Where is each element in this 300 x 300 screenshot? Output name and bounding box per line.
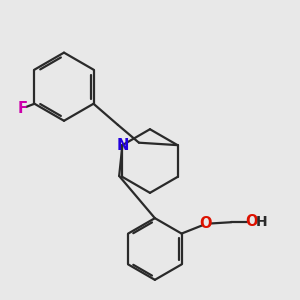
Text: O: O bbox=[200, 216, 212, 231]
Text: N: N bbox=[116, 138, 129, 153]
Text: F: F bbox=[17, 101, 27, 116]
Text: O: O bbox=[245, 214, 258, 229]
Text: H: H bbox=[256, 215, 267, 229]
